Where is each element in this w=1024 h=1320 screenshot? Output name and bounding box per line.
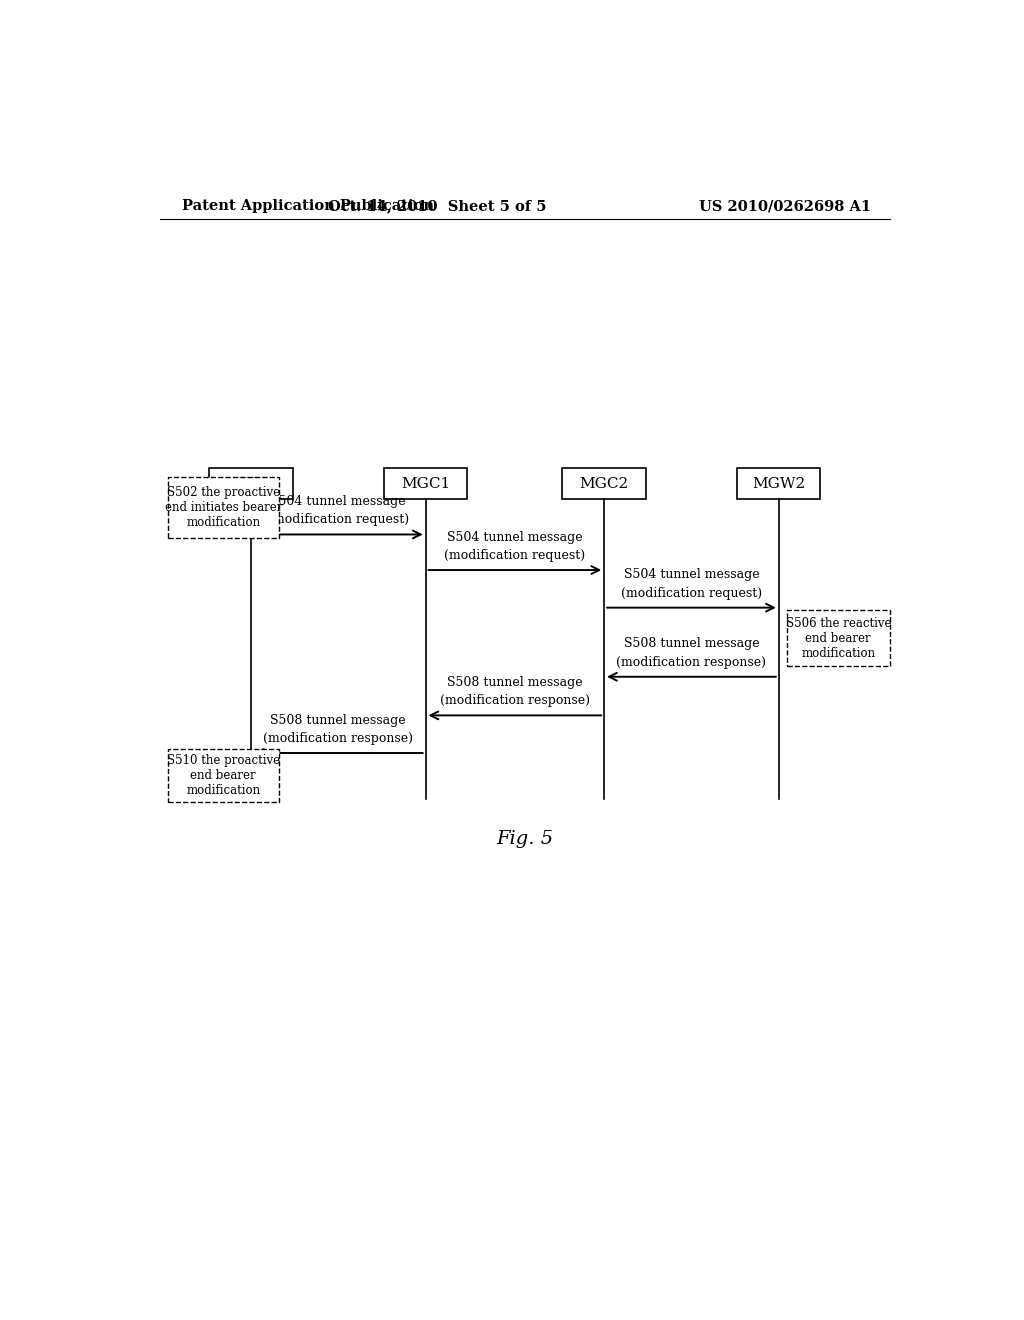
Text: S504 tunnel message: S504 tunnel message	[270, 495, 407, 508]
Text: S508 tunnel message: S508 tunnel message	[624, 638, 759, 651]
Text: S508 tunnel message: S508 tunnel message	[447, 676, 583, 689]
Text: S502 the proactive
end initiates bearer
modification: S502 the proactive end initiates bearer …	[165, 486, 282, 528]
Bar	[737, 469, 820, 499]
Text: MGC1: MGC1	[401, 477, 451, 491]
Text: (modification response): (modification response)	[616, 656, 766, 669]
Text: Oct. 14, 2010  Sheet 5 of 5: Oct. 14, 2010 Sheet 5 of 5	[329, 199, 547, 213]
Text: (modification request): (modification request)	[621, 586, 762, 599]
Text: S504 tunnel message: S504 tunnel message	[447, 531, 583, 544]
Bar	[168, 477, 279, 537]
Text: (modification request): (modification request)	[444, 549, 586, 562]
Bar	[384, 469, 467, 499]
Text: MGW2: MGW2	[752, 477, 806, 491]
Text: MGC2: MGC2	[580, 477, 629, 491]
Text: S504 tunnel message: S504 tunnel message	[624, 568, 759, 581]
Text: (modification response): (modification response)	[440, 694, 590, 708]
Bar	[209, 469, 293, 499]
Bar	[786, 610, 890, 667]
Text: S510 the proactive
end bearer
modification: S510 the proactive end bearer modificati…	[167, 754, 280, 797]
Bar	[562, 469, 646, 499]
Text: US 2010/0262698 A1: US 2010/0262698 A1	[699, 199, 871, 213]
Text: Patent Application Publication: Patent Application Publication	[182, 199, 434, 213]
Text: (modification request): (modification request)	[267, 513, 409, 527]
Text: Fig. 5: Fig. 5	[497, 830, 553, 849]
Text: (modification response): (modification response)	[263, 731, 414, 744]
Text: S506 the reactive
end bearer
modification: S506 the reactive end bearer modificatio…	[785, 616, 891, 660]
Bar	[168, 748, 279, 801]
Text: S508 tunnel message: S508 tunnel message	[270, 714, 407, 726]
Text: MGW1: MGW1	[224, 477, 278, 491]
